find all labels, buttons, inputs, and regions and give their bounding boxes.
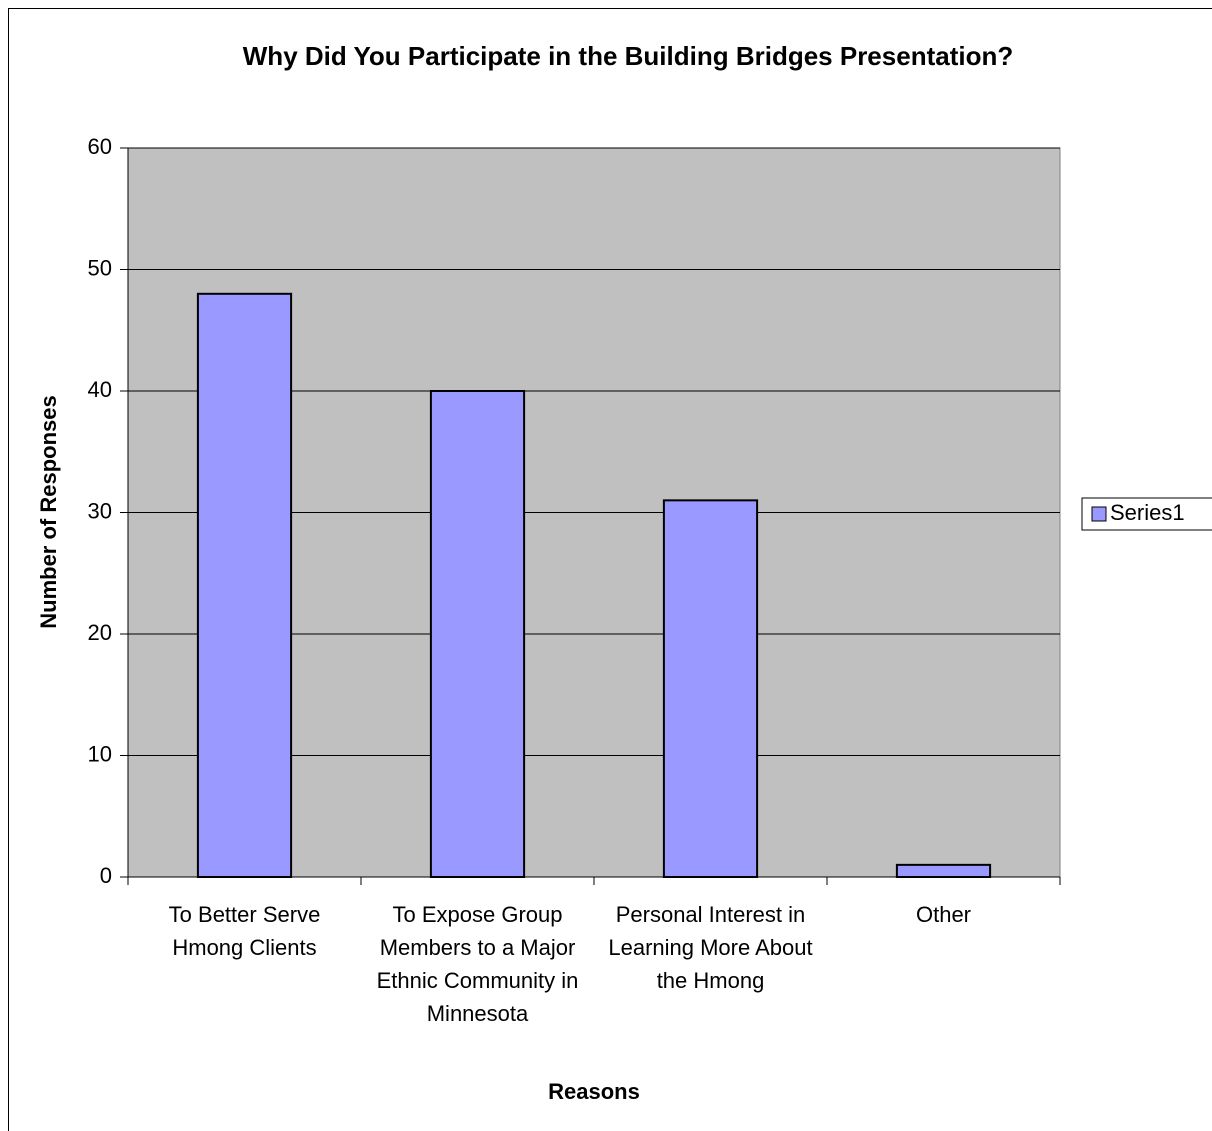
bar (429, 390, 526, 878)
y-tick-label: 40 (88, 377, 112, 402)
legend-label: Series1 (1110, 500, 1185, 525)
x-axis-title: Reasons (548, 1079, 640, 1104)
bar (196, 292, 293, 878)
y-axis-title: Number of Responses (36, 395, 61, 629)
x-tick-label: Other (915, 902, 972, 927)
x-tick-label: Personal Interest in Learning More About… (608, 902, 813, 993)
x-tick-label: To Better Serve Hmong Clients (168, 902, 321, 960)
y-tick-label: 60 (88, 134, 112, 159)
y-tick-label: 20 (88, 620, 112, 645)
legend-swatch (1091, 506, 1107, 522)
x-tick-label: To Expose Group Members to a Major Ethni… (376, 902, 579, 1026)
bar (662, 499, 759, 878)
y-tick-label: 10 (88, 741, 112, 766)
y-tick-label: 30 (88, 498, 112, 523)
y-tick-label: 50 (88, 255, 112, 280)
y-tick-label: 0 (100, 863, 112, 888)
chart-title: Why Did You Participate in the Building … (243, 41, 1013, 71)
bar (895, 863, 992, 878)
